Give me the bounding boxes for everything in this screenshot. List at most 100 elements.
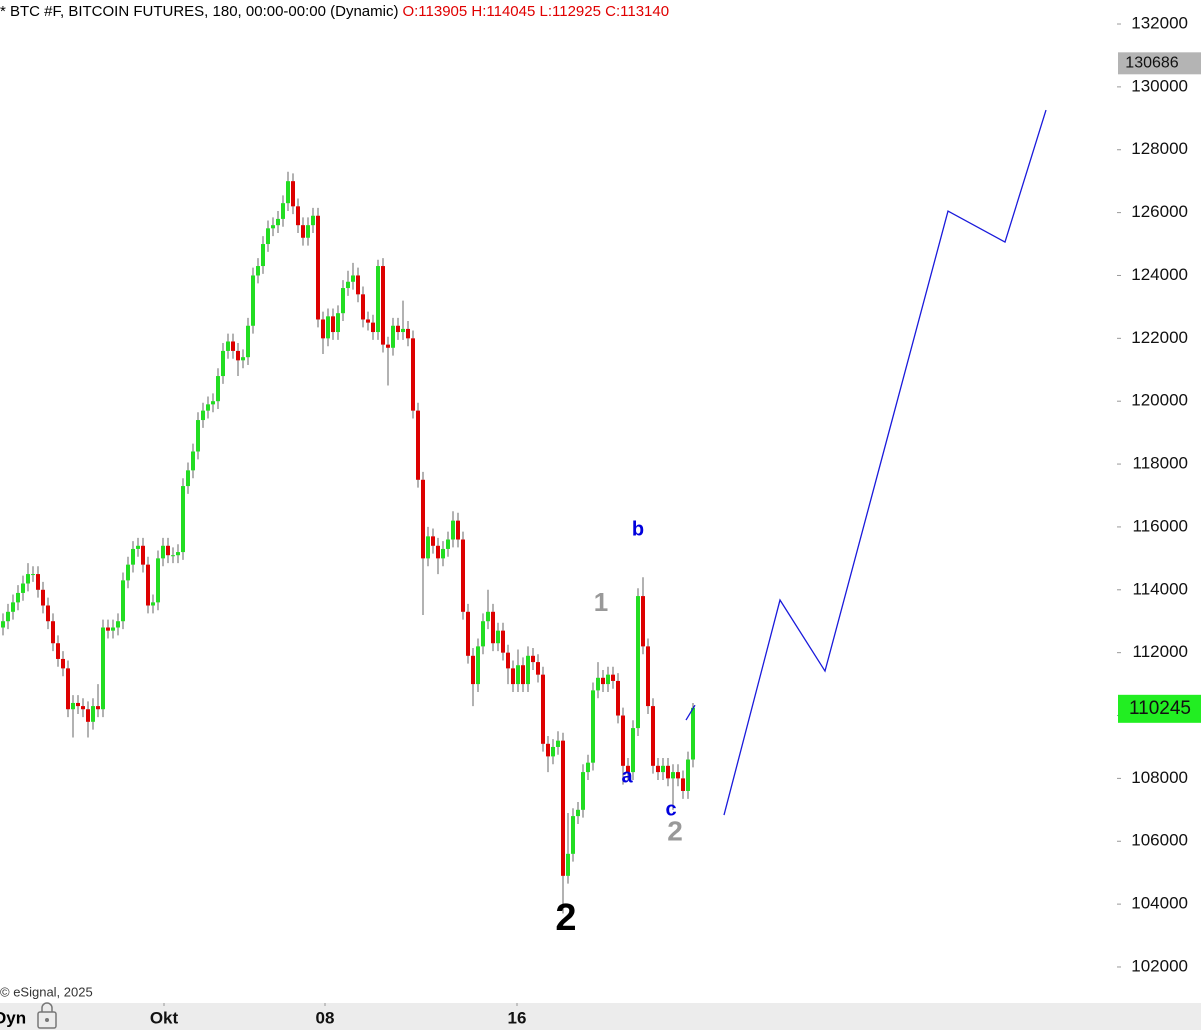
- x-tick-label: Okt: [150, 1008, 179, 1027]
- y-tick-label: 104000: [1131, 894, 1188, 913]
- candle-body: [141, 545, 145, 565]
- candle-body: [216, 376, 220, 402]
- candle-body: [276, 218, 280, 226]
- y-tick-label: 120000: [1131, 391, 1188, 410]
- candle-body: [386, 344, 390, 348]
- candle-body: [681, 778, 685, 791]
- candle-body: [476, 646, 480, 685]
- candle-body: [16, 592, 20, 603]
- candle-body: [676, 772, 680, 779]
- candle-body: [636, 596, 640, 729]
- candle-body: [56, 643, 60, 659]
- candle-body: [236, 350, 240, 361]
- candle-body: [666, 765, 670, 779]
- candle-body: [76, 702, 80, 707]
- candle-body: [306, 225, 310, 238]
- y-tick-label: 122000: [1131, 328, 1188, 347]
- ohlc-text: O:113905 H:114045 L:112925 C:113140: [402, 3, 669, 20]
- candle-body: [376, 266, 380, 333]
- candle-body: [341, 288, 345, 314]
- candle-body: [301, 225, 305, 238]
- title-text: * BTC #F, BITCOIN FUTURES, 180, 00:00-00…: [0, 3, 398, 20]
- candle-body: [291, 181, 295, 207]
- projection-line: [723, 109, 1047, 816]
- candle-body: [496, 630, 500, 644]
- candle-body: [91, 706, 95, 722]
- candle-body: [561, 740, 565, 876]
- y-tick-label: 108000: [1131, 768, 1188, 787]
- projection-line: [685, 704, 696, 721]
- candle-body: [326, 316, 330, 339]
- candle-body: [146, 564, 150, 606]
- candle-body: [446, 539, 450, 549]
- y-tick-label: 114000: [1133, 579, 1188, 598]
- candle-body: [111, 627, 115, 631]
- candle-body: [176, 552, 180, 556]
- candle-body: [281, 203, 285, 219]
- candle-body: [521, 665, 525, 685]
- candle-body: [621, 715, 625, 766]
- candle-body: [261, 244, 265, 267]
- candle-body: [556, 740, 560, 747]
- candle-body: [651, 706, 655, 766]
- chart-title: * BTC #F, BITCOIN FUTURES, 180, 00:00-00…: [0, 3, 669, 20]
- candle-body: [0, 621, 5, 628]
- candle-body: [106, 627, 110, 631]
- candle-body: [606, 674, 610, 685]
- candle-body: [551, 746, 555, 757]
- y-tick-label: 128000: [1131, 139, 1188, 158]
- candle-body: [311, 215, 315, 226]
- candle-body: [401, 328, 405, 333]
- candle-body: [451, 520, 455, 540]
- candle-body: [6, 611, 10, 622]
- candle-body: [171, 555, 175, 557]
- y-tick-label: 126000: [1131, 202, 1188, 221]
- price-marker: [1118, 694, 1201, 723]
- candle-body: [41, 589, 45, 606]
- candle-body: [251, 275, 255, 326]
- candle-body: [36, 574, 40, 590]
- wave-label: 2: [667, 815, 683, 846]
- candle-body: [656, 765, 660, 773]
- candle-body: [426, 536, 430, 559]
- candle-body: [631, 728, 635, 773]
- y-tick-label: 124000: [1131, 265, 1188, 284]
- y-tick-label: 132000: [1131, 13, 1188, 32]
- candle-body: [46, 605, 50, 622]
- candle-body: [256, 266, 260, 276]
- candle-body: [416, 410, 420, 480]
- candle-body: [596, 677, 600, 691]
- candle-body: [86, 709, 90, 722]
- candle-body: [526, 655, 530, 685]
- candle-body: [201, 410, 205, 421]
- candle-body: [231, 341, 235, 351]
- candle-body: [361, 294, 365, 320]
- candle-body: [131, 548, 135, 565]
- candle-body: [116, 621, 120, 628]
- y-tick-label: 112000: [1133, 642, 1188, 661]
- candle-body: [456, 520, 460, 540]
- candle-body: [461, 539, 465, 612]
- candle-body: [331, 316, 335, 333]
- candle-body: [151, 602, 155, 606]
- candle-body: [581, 772, 585, 810]
- y-tick-label: 102000: [1131, 956, 1188, 975]
- candle-body: [81, 706, 85, 710]
- candle-body: [536, 662, 540, 675]
- wave-label: 1: [594, 587, 608, 617]
- candle-body: [351, 275, 355, 282]
- price-marker-label: 130686: [1125, 55, 1178, 72]
- candle-body: [196, 420, 200, 452]
- candle-body: [516, 665, 520, 685]
- mode-label: Dyn: [0, 1008, 26, 1027]
- candle-body: [511, 668, 515, 685]
- wave-label: b: [632, 518, 644, 540]
- candle-body: [661, 765, 665, 773]
- candle-body: [481, 621, 485, 647]
- candle-body: [66, 668, 70, 710]
- candle-body: [611, 674, 615, 681]
- candle-body: [101, 627, 105, 710]
- y-tick-label: 118000: [1133, 454, 1188, 473]
- candle-body: [226, 341, 230, 351]
- candle-body: [206, 404, 210, 411]
